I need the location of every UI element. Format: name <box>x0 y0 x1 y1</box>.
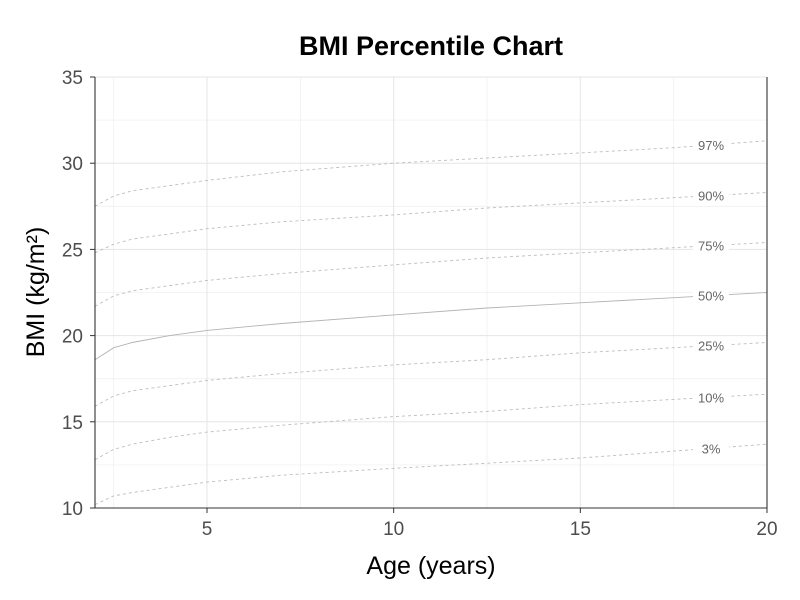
x-axis-label: Age (years) <box>366 552 495 580</box>
percentile-label-10: 10% <box>698 390 724 405</box>
x-tick-label: 5 <box>202 519 213 540</box>
y-tick-label: 10 <box>62 499 83 520</box>
y-tick-label: 25 <box>62 240 83 261</box>
y-tick-label: 30 <box>62 154 83 175</box>
percentile-curves <box>94 140 768 506</box>
x-axis-ticks: 5 10 15 20 <box>202 508 778 540</box>
percentile-label-bg <box>693 287 729 303</box>
x-tick-label: 15 <box>570 519 591 540</box>
percentile-label-bg <box>693 136 729 152</box>
y-tick-label: 35 <box>62 68 83 89</box>
percentile-curve-97 <box>94 140 768 207</box>
percentile-labels: 3% 10% 25% 50% 75% 90% 97% <box>693 136 729 456</box>
percentile-curve-25 <box>94 342 768 407</box>
percentile-label-25: 25% <box>698 339 724 354</box>
y-tick-label: 20 <box>62 327 83 348</box>
percentile-label-bg <box>693 337 729 353</box>
x-tick-label: 10 <box>383 519 404 540</box>
percentile-label-bg <box>693 187 729 203</box>
percentile-label-97: 97% <box>698 138 724 153</box>
x-tick-label: 20 <box>756 519 777 540</box>
percentile-curve-90 <box>94 192 768 254</box>
y-tick-label: 15 <box>62 413 83 434</box>
percentile-label-75: 75% <box>698 239 724 254</box>
grid <box>95 76 768 509</box>
percentile-curve-75 <box>94 242 768 307</box>
y-axis-label: BMI (kg/m²) <box>22 227 50 358</box>
y-axis-ticks: 10 15 20 25 30 35 <box>62 68 95 520</box>
percentile-label-3: 3% <box>702 441 721 456</box>
percentile-label-bg <box>693 237 729 253</box>
percentile-label-bg <box>693 389 729 405</box>
percentile-curve-3 <box>94 443 768 506</box>
percentile-curve-10 <box>94 393 768 461</box>
percentile-label-90: 90% <box>698 189 724 204</box>
percentile-curve-50 <box>94 292 768 361</box>
percentile-label-bg <box>693 440 729 456</box>
chart-title: BMI Percentile Chart <box>299 31 563 61</box>
percentile-label-50: 50% <box>698 289 724 304</box>
